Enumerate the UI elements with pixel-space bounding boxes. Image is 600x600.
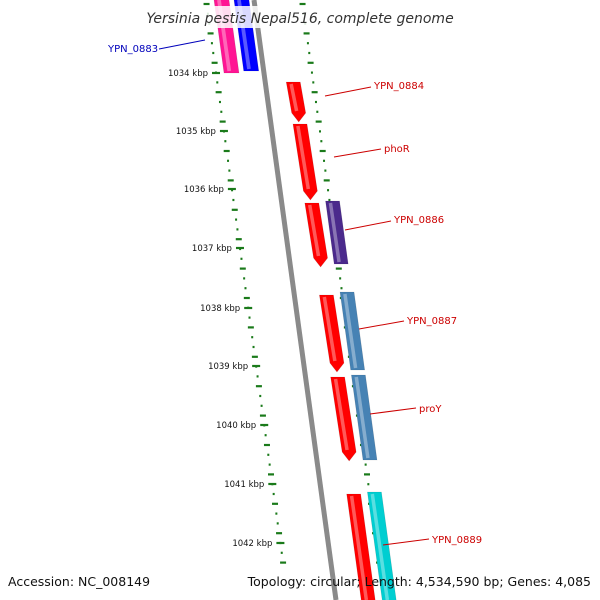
gene-feature	[367, 491, 397, 600]
gene-label[interactable]: YPN_0889	[431, 535, 482, 546]
map-title: Yersinia pestis Nepal516, complete genom…	[146, 11, 453, 27]
gene-label[interactable]: YPN_0884	[373, 81, 424, 92]
gene-label[interactable]: YPN_0887	[406, 316, 457, 327]
feature-shine	[370, 493, 390, 600]
feature-shine	[343, 293, 358, 369]
gene-feature	[339, 291, 366, 371]
genome-summary-text: Topology: circular; Length: 4,534,590 bp…	[247, 574, 591, 589]
kbp-label: 1037 kbp	[192, 244, 232, 254]
feature-shine	[289, 83, 299, 112]
label-leader-line	[358, 320, 405, 330]
feature-shine	[322, 296, 337, 362]
feature-shine	[349, 495, 369, 600]
gene-labels: YPN_0883 YPN_0884 phoR YPN_0886 YPN_0887 proY…	[107, 39, 482, 546]
feature-shine	[333, 378, 349, 451]
feature-shine	[296, 125, 311, 190]
kbp-label: 1041 kbp	[224, 480, 264, 490]
feature-shine	[328, 202, 341, 263]
genome-backbone	[251, 0, 339, 600]
kbp-label: 1040 kbp	[216, 421, 256, 431]
kbp-label: 1035 kbp	[176, 127, 216, 137]
kbp-label: 1034 kbp	[168, 69, 208, 79]
gene-feature	[319, 294, 345, 373]
feature-shine	[307, 204, 321, 257]
gene-feature	[346, 493, 376, 600]
gene-feature	[285, 81, 307, 123]
gene-features	[213, 0, 397, 600]
label-leader-line	[324, 86, 372, 97]
feature-shine	[354, 376, 370, 459]
label-leader-line	[369, 407, 417, 415]
label-leader-line	[382, 538, 430, 546]
gene-feature	[325, 200, 349, 265]
gene-label[interactable]: YPN_0886	[393, 215, 444, 226]
gene-label[interactable]: YPN_0883	[107, 44, 158, 55]
label-leader-line	[333, 148, 382, 158]
position-labels: 1034 kbp 1035 kbp 1036 kbp 1037 kbp 1038 kbp…	[168, 69, 272, 549]
kbp-label: 1036 kbp	[184, 185, 224, 195]
title-backdrop	[146, 6, 454, 28]
gene-label[interactable]: phoR	[384, 144, 410, 155]
gene-label[interactable]: proY	[419, 404, 442, 415]
gene-feature	[330, 376, 357, 462]
label-leader-line	[158, 39, 206, 50]
kbp-label: 1042 kbp	[232, 539, 272, 549]
gene-feature	[304, 202, 328, 268]
gene-feature	[292, 123, 318, 201]
accession-text: Accession: NC_008149	[8, 574, 150, 589]
label-leader-line	[344, 220, 392, 231]
gene-feature	[351, 374, 378, 461]
kbp-label: 1038 kbp	[200, 304, 240, 314]
kbp-label: 1039 kbp	[208, 362, 248, 372]
